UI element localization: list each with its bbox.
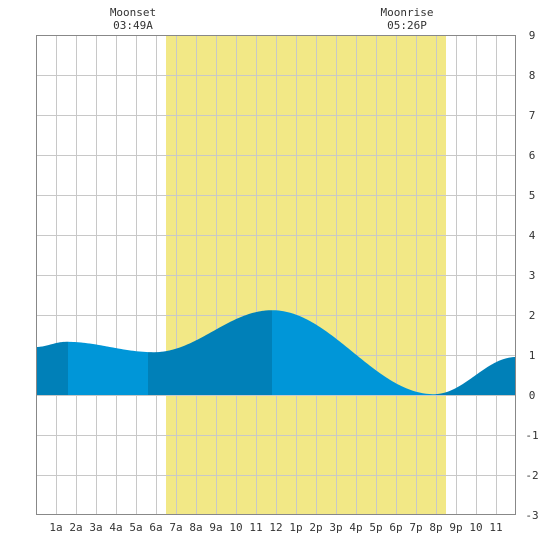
y-tick-label: 3: [529, 269, 536, 282]
y-tick-label: 2: [529, 309, 536, 322]
x-tick-label: 7a: [169, 521, 182, 534]
x-tick-label: 8p: [429, 521, 442, 534]
x-tick-label: 7p: [409, 521, 422, 534]
moonrise-time: 05:26P: [387, 19, 427, 32]
x-tick-label: 4p: [349, 521, 362, 534]
x-tick-label: 6a: [149, 521, 162, 534]
y-tick-label: -1: [525, 429, 538, 442]
x-tick-label: 5a: [129, 521, 142, 534]
x-tick-label: 12: [269, 521, 282, 534]
y-tick-label: 4: [529, 229, 536, 242]
moonset-label: Moonset 03:49A: [103, 6, 163, 32]
x-tick-label: 9a: [209, 521, 222, 534]
y-tick-label: -3: [525, 509, 538, 522]
x-tick-label: 11: [249, 521, 262, 534]
y-tick-label: 7: [529, 109, 536, 122]
x-tick-label: 11: [489, 521, 502, 534]
plot-frame: [36, 35, 516, 515]
tide-area-segment: [436, 357, 516, 395]
y-tick-label: 0: [529, 389, 536, 402]
moonset-time: 03:49A: [113, 19, 153, 32]
x-tick-label: 4a: [109, 521, 122, 534]
x-tick-label: 5p: [369, 521, 382, 534]
tide-area-segment: [148, 310, 272, 395]
x-tick-label: 3p: [329, 521, 342, 534]
y-tick-label: 6: [529, 149, 536, 162]
y-tick-label: 9: [529, 29, 536, 42]
moonrise-label: Moonrise 05:26P: [374, 6, 440, 32]
y-tick-label: 8: [529, 69, 536, 82]
y-tick-label: -2: [525, 469, 538, 482]
y-tick-label: 1: [529, 349, 536, 362]
moonrise-title: Moonrise: [380, 6, 434, 19]
x-tick-label: 10: [469, 521, 482, 534]
tide-area-segment: [272, 310, 436, 395]
x-tick-label: 10: [229, 521, 242, 534]
x-tick-label: 2a: [69, 521, 82, 534]
moonset-title: Moonset: [109, 6, 157, 19]
x-tick-label: 3a: [89, 521, 102, 534]
x-tick-label: 6p: [389, 521, 402, 534]
tide-area-segment: [68, 341, 148, 395]
x-tick-label: 2p: [309, 521, 322, 534]
tide-area-segment: [36, 341, 68, 395]
x-tick-label: 1a: [49, 521, 62, 534]
x-tick-label: 1p: [289, 521, 302, 534]
x-tick-label: 9p: [449, 521, 462, 534]
x-tick-label: 8a: [189, 521, 202, 534]
y-tick-label: 5: [529, 189, 536, 202]
